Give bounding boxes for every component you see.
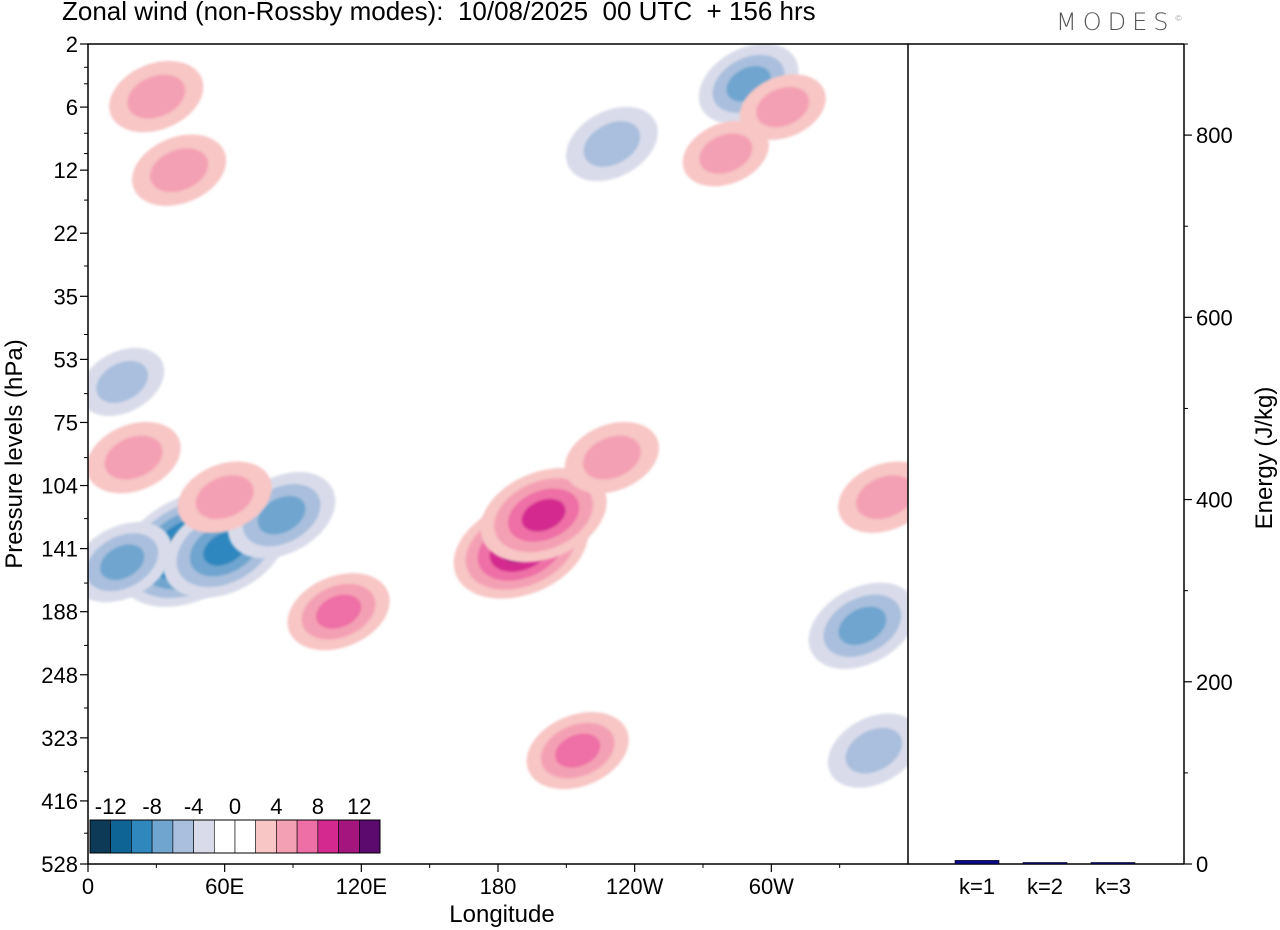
heat-contour <box>150 148 209 193</box>
colorbar-swatch <box>234 819 257 854</box>
y-tick-label: 188 <box>41 600 78 625</box>
heat-contour <box>699 133 753 174</box>
colorbar-swatch <box>214 819 236 854</box>
energy-y-tick-label: 600 <box>1196 305 1233 330</box>
colorbar-border <box>89 819 381 854</box>
energy-y-tick-label: 800 <box>1196 123 1233 148</box>
colorbar-label: 4 <box>270 794 282 819</box>
energy-y-tick-label: 400 <box>1196 488 1233 513</box>
colorbar-swatch <box>193 819 215 854</box>
y-tick-label: 248 <box>41 663 78 688</box>
heat-contour <box>856 475 908 520</box>
colorbar-swatch <box>255 819 277 854</box>
brand-mark: © <box>1174 14 1183 23</box>
colorbar-swatch <box>172 819 194 854</box>
colorbar-label: 12 <box>347 794 371 819</box>
colorbar-swatch <box>151 819 174 854</box>
energy-bar-panel: 0 200 400 600 800 k=1 k=2 k=3 Energy (J/kg) <box>954 43 1278 899</box>
heat-contour <box>257 496 306 535</box>
x-axis-label: Longitude <box>449 901 554 928</box>
y-tick-label: 141 <box>41 537 78 562</box>
heat-feature <box>88 347 165 417</box>
colorbar-label: -12 <box>95 794 127 819</box>
heat-contour <box>838 606 887 645</box>
energy-axis-label: Energy (J/kg) <box>1251 387 1278 530</box>
x-tick-label: 120E <box>336 874 387 899</box>
heat-contour <box>195 475 254 520</box>
heat-contour <box>583 121 641 167</box>
colorbar-swatch <box>131 819 153 854</box>
heat-contour <box>127 74 186 119</box>
heat-contour <box>555 733 601 768</box>
energy-y-tick-label: 200 <box>1196 670 1233 695</box>
brand-text: MODES <box>1056 8 1175 36</box>
colorbar-label: -4 <box>184 794 204 819</box>
energy-bar-label: k=2 <box>1027 874 1063 899</box>
colorbar-swatch <box>296 819 319 854</box>
heat-contour <box>582 435 641 480</box>
heat-feature <box>526 712 629 790</box>
y-tick-label: 323 <box>41 726 78 751</box>
heat-contour <box>100 544 145 581</box>
y-tick-label: 104 <box>41 474 78 499</box>
colorbar-swatch <box>338 819 360 854</box>
heat-feature <box>88 421 181 494</box>
energy-bar <box>1022 862 1068 865</box>
heat-feature <box>287 573 390 651</box>
y-axis-label: Pressure levels (hPa) <box>1 339 28 568</box>
x-tick-label: 60W <box>749 874 794 899</box>
heat-contour <box>521 498 566 532</box>
colorbar-label: 0 <box>229 794 241 819</box>
x-tick-label: 0 <box>82 874 94 899</box>
heat-contour <box>104 435 163 480</box>
colorbar-swatch <box>89 819 112 854</box>
y-tick-label: 22 <box>54 221 78 246</box>
y-tick-label: 6 <box>66 95 78 120</box>
heat-contour <box>315 594 362 629</box>
chart-title: Zonal wind (non-Rossby modes): 10/08/202… <box>62 0 816 26</box>
y-tick-label: 416 <box>41 789 78 814</box>
energy-bar-label: k=3 <box>1095 874 1131 899</box>
heat-feature <box>739 74 826 140</box>
x-tick-label: 120W <box>606 874 664 899</box>
heat-feature <box>838 461 908 533</box>
heat-contour <box>756 86 810 128</box>
heat-feature <box>132 134 227 206</box>
heat-feature <box>827 713 908 788</box>
y-tick-label: 2 <box>66 32 78 57</box>
heat-contour <box>845 727 903 774</box>
energy-bar-label: k=1 <box>959 874 995 899</box>
x-tick-label: 180 <box>480 874 517 899</box>
energy-bar <box>954 860 1000 865</box>
colorbar-swatch <box>317 819 339 854</box>
x-tick-label: 60E <box>205 874 244 899</box>
heat-contour <box>96 360 149 403</box>
y-tick-label: 528 <box>41 852 78 877</box>
heat-feature <box>177 461 272 533</box>
brand-logo: MODES© <box>1056 8 1182 36</box>
heat-feature <box>564 421 659 494</box>
colorbar-label: -8 <box>142 794 162 819</box>
y-tick-label: 53 <box>54 347 78 372</box>
energy-y-tick-label: 0 <box>1196 852 1208 877</box>
heat-feature <box>480 468 607 563</box>
heat-feature <box>808 582 908 669</box>
heat-feature <box>88 522 173 603</box>
energy-bar <box>1090 862 1136 865</box>
y-tick-label: 35 <box>54 284 78 309</box>
colorbar-label: 8 <box>312 794 324 819</box>
heatmap-field <box>88 44 908 790</box>
y-tick-label: 75 <box>54 410 78 435</box>
y-tick-label: 12 <box>54 158 78 183</box>
heat-feature <box>682 120 769 187</box>
colorbar-swatch <box>276 819 298 854</box>
heat-feature <box>109 60 204 133</box>
colorbar-swatch <box>110 819 132 854</box>
heat-feature <box>565 106 658 182</box>
colorbar: -12 -8 -4 0 4 8 12 <box>88 784 382 857</box>
colorbar-swatch <box>358 819 381 854</box>
